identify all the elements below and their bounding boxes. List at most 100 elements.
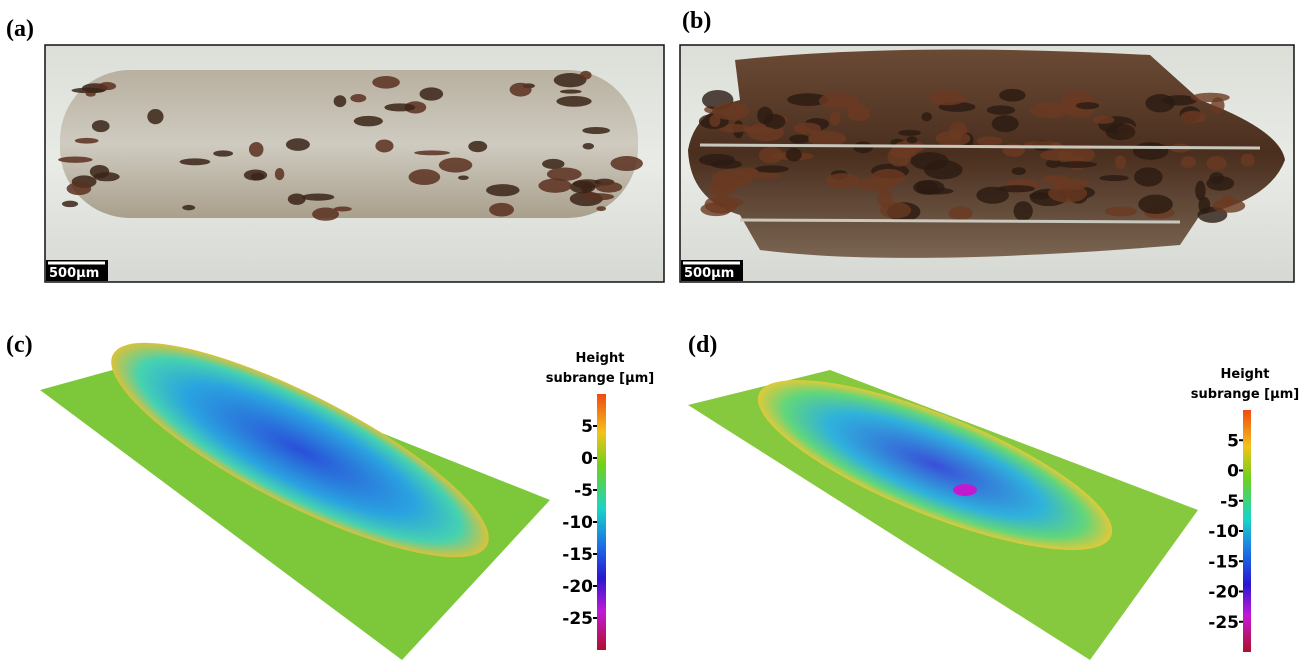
colorbar-tick-label: 5 [1227, 431, 1239, 451]
colorbar-tick-label: -10 [562, 513, 593, 533]
panel-label: (c) [6, 332, 33, 358]
spot [353, 115, 383, 127]
spot [743, 126, 775, 134]
spot [375, 139, 394, 153]
spot [509, 82, 532, 97]
spot [710, 159, 743, 169]
colorbar-tick-label: -25 [1208, 613, 1239, 633]
spot [1048, 184, 1088, 203]
spot [579, 70, 592, 80]
micrograph-b [679, 44, 1295, 283]
spot [93, 172, 120, 182]
spot [1138, 194, 1173, 215]
spot [709, 114, 721, 128]
spot [1145, 94, 1175, 113]
spot [928, 90, 967, 106]
colorbar [597, 394, 606, 650]
spot [91, 120, 110, 133]
groove [699, 143, 1261, 150]
colorbar-tick-label: -5 [574, 481, 593, 501]
panel-label: (a) [6, 16, 34, 42]
spot [906, 136, 918, 144]
groove [739, 218, 1181, 224]
spot [66, 182, 92, 196]
spot [579, 193, 615, 201]
spot [879, 202, 912, 219]
spot [713, 197, 744, 208]
spot [1105, 123, 1136, 141]
spot [785, 148, 802, 162]
spot [542, 158, 565, 169]
spot [457, 175, 469, 180]
spot [921, 112, 933, 122]
spot [763, 114, 786, 130]
spot [1056, 161, 1098, 168]
spot [998, 185, 1035, 193]
spot [559, 89, 582, 94]
spot [595, 181, 623, 193]
micrograph-a [44, 44, 665, 283]
spot [754, 165, 789, 173]
spot [1075, 102, 1100, 110]
colorbar-tick-label: 0 [581, 449, 593, 469]
wear-scar [111, 342, 489, 558]
spot [58, 156, 93, 163]
spot [486, 184, 520, 197]
colorbar-title: Height [1221, 367, 1270, 382]
spot [991, 115, 1019, 133]
spot [569, 180, 596, 194]
spot [1045, 159, 1061, 168]
scale-bar-label: 500µm [684, 266, 734, 281]
spot [1029, 102, 1070, 118]
spot [745, 172, 782, 179]
spot [789, 134, 810, 144]
spot [610, 156, 643, 172]
spot [1029, 192, 1051, 200]
spot [333, 95, 347, 108]
spot [948, 206, 973, 221]
corrosion-spots [698, 88, 1261, 224]
spot [74, 137, 99, 144]
deep-spot [953, 484, 977, 496]
spot [1013, 201, 1033, 222]
colorbar-title: Height [576, 351, 625, 366]
spot [825, 173, 860, 189]
spot [846, 99, 860, 112]
colorbar-tick-label: -10 [1208, 522, 1239, 542]
spot [312, 207, 339, 221]
spot [808, 130, 847, 147]
colorbar-title: subrange [µm] [1191, 387, 1299, 402]
profile-c [40, 342, 550, 660]
spot [582, 127, 611, 135]
spot [248, 141, 264, 157]
colorbar-tick-label: -20 [562, 577, 593, 597]
spot [596, 206, 607, 212]
colorbar-tick-label: 0 [1227, 462, 1239, 482]
spot [285, 138, 310, 151]
spot [182, 204, 196, 211]
spot [98, 82, 117, 91]
spot [414, 150, 450, 156]
spot [287, 193, 306, 205]
spot [1240, 153, 1255, 167]
spot [582, 142, 595, 150]
spot [1134, 167, 1163, 187]
spot [1198, 196, 1211, 214]
spot [1099, 174, 1129, 182]
spot [538, 178, 572, 193]
spot [999, 88, 1026, 102]
spot [1011, 167, 1026, 175]
spot [243, 169, 268, 181]
spot [787, 93, 829, 106]
scale-bar-bg [681, 260, 743, 281]
spot [404, 101, 427, 114]
spot [829, 111, 841, 126]
spot [1190, 92, 1230, 103]
spot [898, 129, 921, 136]
spot [438, 157, 473, 173]
spot [1195, 180, 1206, 201]
spot [274, 168, 285, 181]
colorbar-title: subrange [µm] [546, 371, 654, 386]
spot [1041, 175, 1071, 184]
